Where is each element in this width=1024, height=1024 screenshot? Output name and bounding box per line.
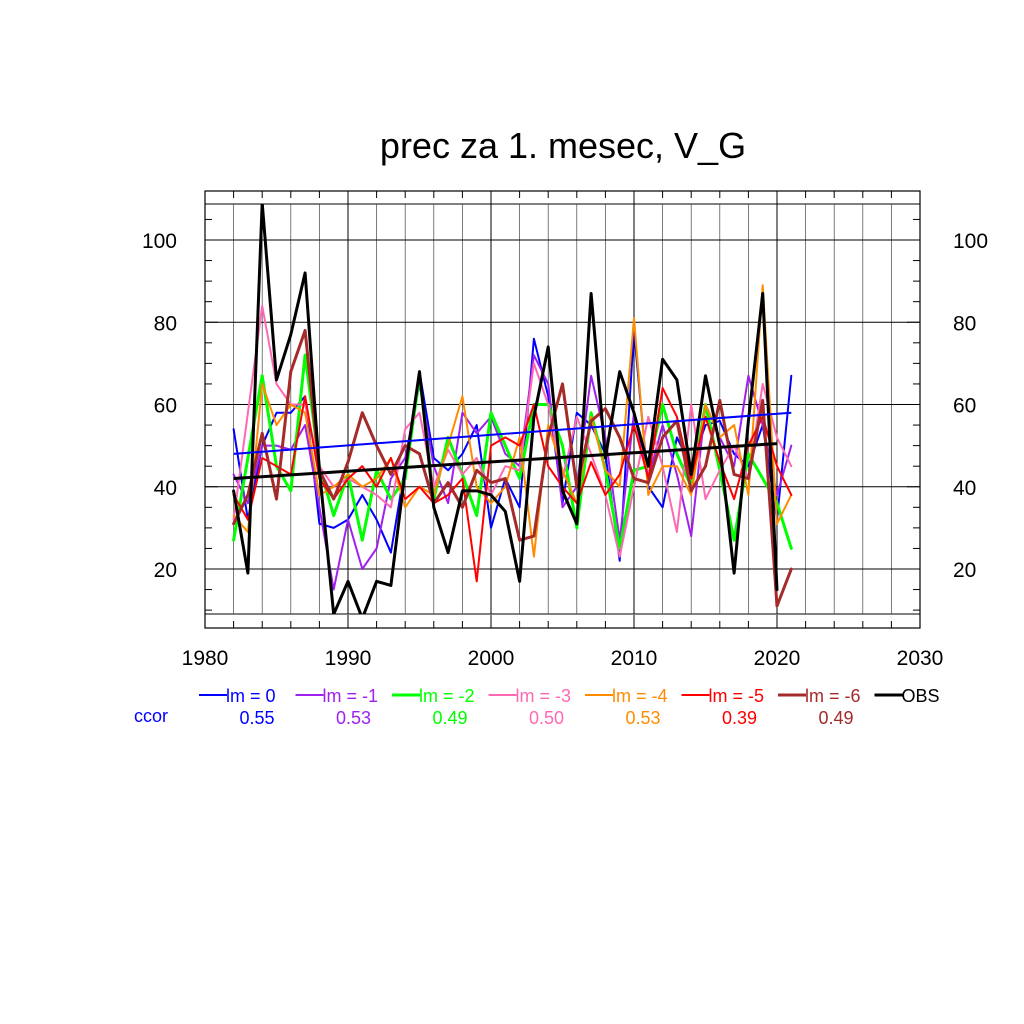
ccor-value: 0.55 — [239, 708, 274, 728]
x-tick-label: 2030 — [897, 647, 944, 670]
y-tick-label-right: 100 — [953, 230, 988, 253]
legend-label: lm = -5 — [709, 686, 765, 706]
x-tick-label: 2010 — [611, 647, 658, 670]
y-tick-label-right: 60 — [953, 395, 976, 418]
x-tick-label: 2000 — [468, 647, 515, 670]
y-tick-label: 100 — [142, 230, 177, 253]
chart-title: prec za 1. mesec, V_G — [380, 125, 746, 166]
x-tick-label: 1990 — [325, 647, 372, 670]
trend-line-1 — [233, 442, 778, 481]
legend-item: lm = -10.53 — [295, 686, 379, 728]
legend-item: lm = 00.55 — [199, 686, 276, 728]
plot-frame — [204, 190, 921, 629]
plot-area — [232, 204, 793, 614]
legend-item: lm = -60.49 — [778, 686, 861, 728]
legend-label: lm = -1 — [323, 686, 379, 706]
legend-item: lm = -20.49 — [392, 686, 475, 728]
legend-label: OBS — [902, 686, 940, 706]
ccor-value: 0.53 — [625, 708, 660, 728]
legend-label: lm = -2 — [419, 686, 475, 706]
y-tick-label: 60 — [154, 395, 177, 418]
legend-label: lm = -6 — [805, 686, 861, 706]
ccor-value: 0.39 — [722, 708, 757, 728]
legend-label: lm = 0 — [226, 686, 276, 706]
grid — [205, 203, 920, 615]
legend-item: lm = -50.39 — [681, 686, 765, 728]
axis-ticks — [204, 191, 921, 628]
ccor-value: 0.50 — [529, 708, 564, 728]
y-tick-label: 40 — [154, 477, 177, 500]
legend-item: OBS — [874, 686, 940, 706]
y-tick-label-right: 40 — [953, 477, 976, 500]
series-line-6 — [232, 328, 793, 608]
x-tick-label: 2020 — [754, 647, 801, 670]
x-tick-label: 1980 — [182, 647, 229, 670]
ccor-label: ccor — [134, 706, 168, 726]
legend-item: lm = -30.50 — [488, 686, 572, 728]
y-tick-label: 20 — [154, 559, 177, 582]
legend-item: lm = -40.53 — [585, 686, 668, 728]
ccor-value: 0.53 — [336, 708, 371, 728]
ccor-value: 0.49 — [818, 708, 853, 728]
legend-label: lm = -3 — [516, 686, 572, 706]
series-line-7 — [232, 204, 779, 614]
legend-label: lm = -4 — [612, 686, 668, 706]
y-tick-label: 80 — [154, 312, 177, 335]
y-tick-label-right: 20 — [953, 559, 976, 582]
ccor-value: 0.49 — [432, 708, 467, 728]
y-tick-label-right: 80 — [953, 312, 976, 335]
trend-line-0 — [233, 411, 792, 455]
